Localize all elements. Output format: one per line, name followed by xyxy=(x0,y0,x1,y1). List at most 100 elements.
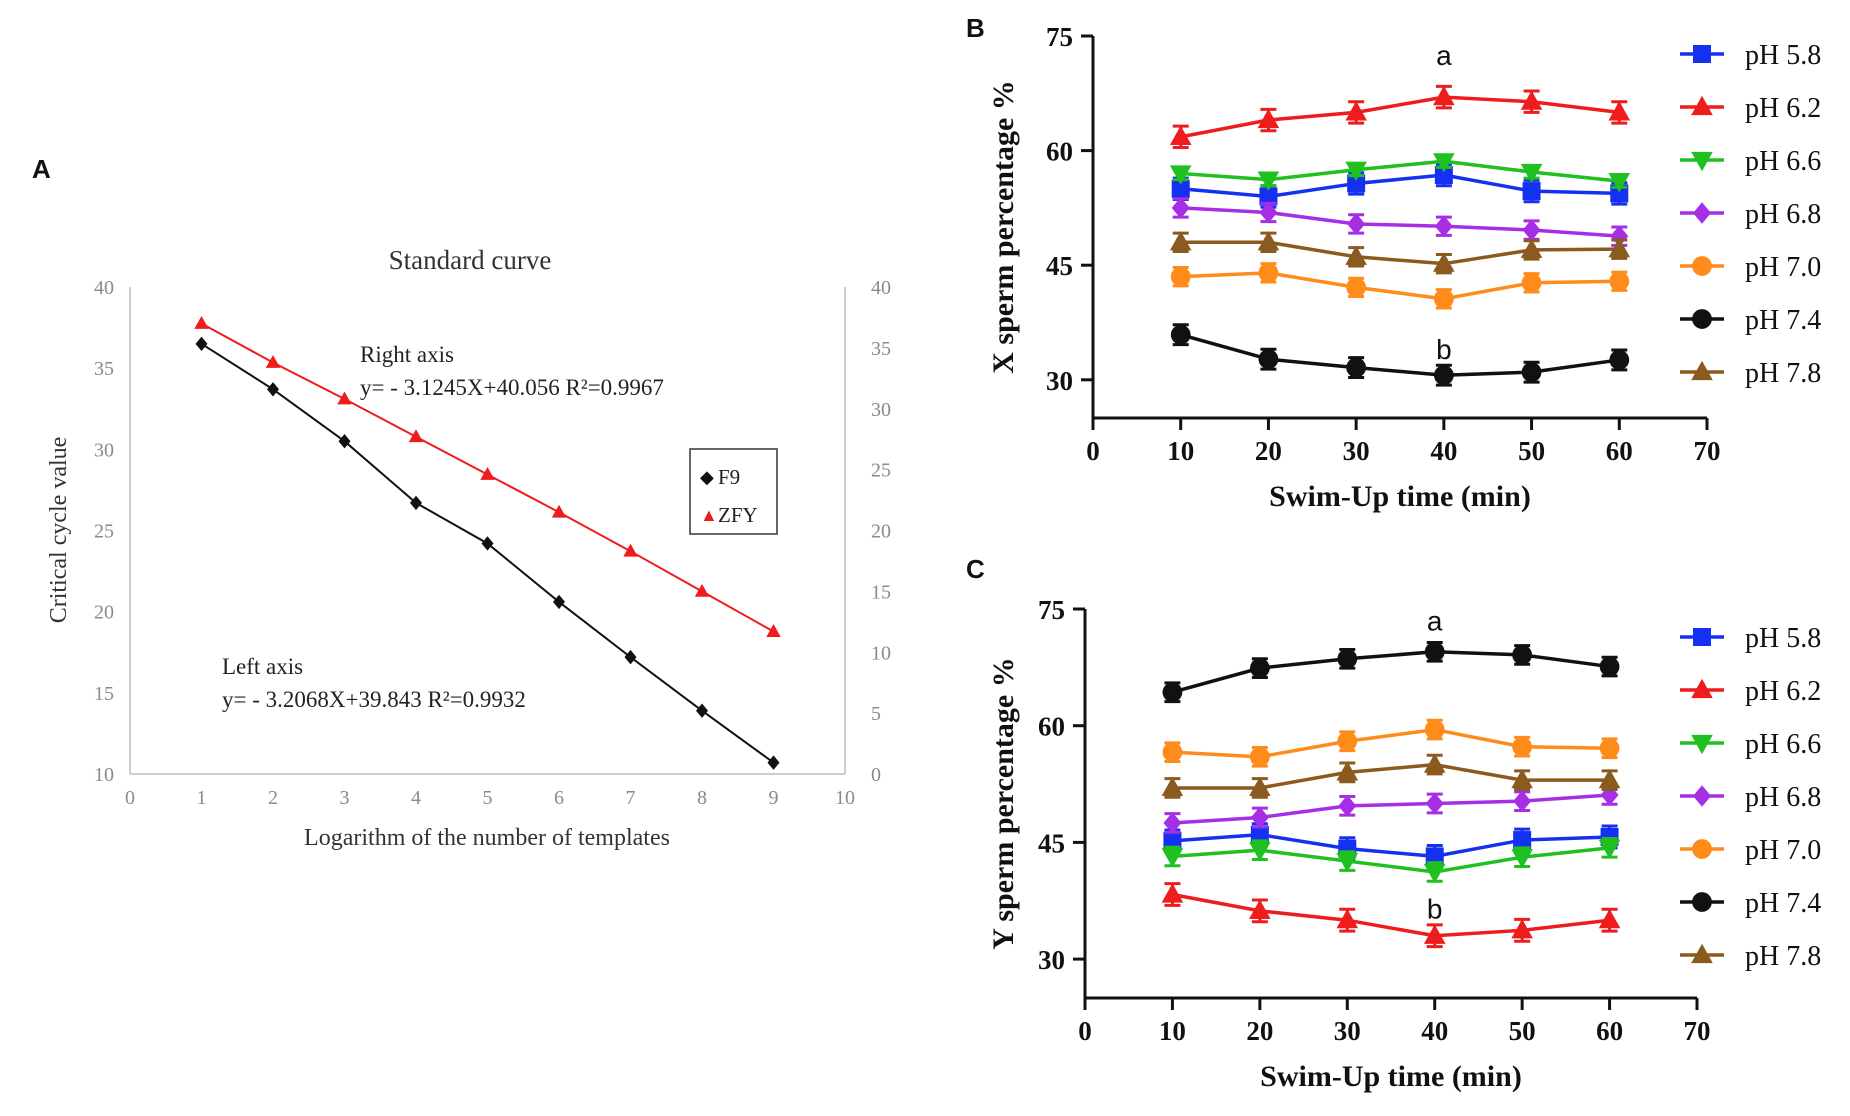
c-series-line-ph-6-2 xyxy=(1172,892,1610,938)
b-point-ph-7-4 xyxy=(1170,324,1191,345)
panel-label-c: C xyxy=(966,554,985,584)
c-series-line-ph-7-4 xyxy=(1171,650,1610,694)
a-left-tick-label: 35 xyxy=(94,358,114,380)
b-series-line-ph-7-8 xyxy=(1180,240,1620,266)
b-x-tick-label: 70 xyxy=(1694,436,1721,466)
c-y-tick-label: 30 xyxy=(1038,945,1065,975)
c-x-axis-label: Swim-Up time (min) xyxy=(1260,1060,1522,1093)
b-legend-label-ph-7-4: pH 7.4 xyxy=(1745,305,1821,336)
a-left-tick-label: 20 xyxy=(94,602,114,624)
c-legend-marker-ph-6-6 xyxy=(1691,734,1713,755)
c-point-ph-5-8 xyxy=(1250,825,1269,844)
b-legend-label-ph-6-6: pH 6.6 xyxy=(1745,146,1821,177)
b-legend-label-ph-7-0: pH 7.0 xyxy=(1745,252,1821,283)
a-point-f9 xyxy=(481,536,494,551)
b-x-tick-label: 30 xyxy=(1343,436,1370,466)
b-point-ph-7-4 xyxy=(1346,357,1367,378)
b-point-ph-6-8 xyxy=(1259,201,1278,224)
b-y-tick-label: 45 xyxy=(1046,251,1073,281)
b-point-ph-5-8 xyxy=(1347,174,1366,193)
c-point-ph-6-2 xyxy=(1336,908,1359,929)
a-x-tick-label: 10 xyxy=(835,787,855,809)
b-point-ph-7-0 xyxy=(1170,266,1191,287)
c-x-tick-label: 0 xyxy=(1078,1016,1092,1046)
b-point-ph-6-6 xyxy=(1608,173,1631,193)
b-annotation-b: b xyxy=(1436,334,1452,365)
c-legend-label-ph-7-8: pH 7.8 xyxy=(1745,941,1821,972)
c-point-ph-6-8 xyxy=(1513,790,1532,812)
b-point-ph-7-8 xyxy=(1608,237,1631,258)
b-x-tick-label: 0 xyxy=(1086,436,1100,466)
b-point-ph-6-8 xyxy=(1434,215,1453,238)
b-y-tick-label: 30 xyxy=(1046,366,1073,396)
c-point-ph-7-0 xyxy=(1512,736,1533,757)
b-series-line-ph-6-2 xyxy=(1180,95,1620,139)
b-legend-label-ph-6-2: pH 6.2 xyxy=(1745,93,1821,124)
c-point-ph-7-4 xyxy=(1337,648,1358,669)
a-point-zfy xyxy=(694,583,710,597)
c-point-ph-6-8 xyxy=(1163,812,1182,834)
a-x-tick-label: 5 xyxy=(483,787,493,809)
a-left-tick-label: 40 xyxy=(94,277,114,299)
panel-label-a: A xyxy=(32,154,51,184)
b-point-ph-6-2 xyxy=(1345,101,1367,121)
a-point-zfy xyxy=(408,429,424,443)
a-point-zfy xyxy=(480,466,495,480)
a-left-axis-equation: y= - 3.2068X+39.843 R²=0.9932 xyxy=(222,687,526,712)
b-x-tick-label: 40 xyxy=(1430,436,1457,466)
b-point-ph-6-6 xyxy=(1433,153,1455,173)
b-point-ph-7-8 xyxy=(1345,245,1367,265)
a-right-tick-label: 0 xyxy=(871,764,881,786)
b-point-ph-5-8 xyxy=(1171,179,1190,198)
b-y-axis-label: X sperm percentage % xyxy=(987,80,1020,374)
c-series-line-ph-7-8 xyxy=(1172,762,1610,790)
c-x-tick-label: 60 xyxy=(1596,1016,1623,1046)
c-point-ph-7-0 xyxy=(1162,742,1183,763)
b-series-line-ph-6-8 xyxy=(1180,206,1620,238)
c-point-ph-7-8 xyxy=(1511,768,1533,789)
b-point-ph-7-0 xyxy=(1433,288,1454,309)
a-point-f9 xyxy=(624,649,637,665)
c-point-ph-6-8 xyxy=(1425,792,1444,815)
c-legend-label-ph-6-6: pH 6.6 xyxy=(1745,729,1821,760)
b-legend-marker-ph-7-0 xyxy=(1692,256,1712,276)
b-point-ph-7-4 xyxy=(1609,350,1630,370)
b-x-tick-label: 60 xyxy=(1606,436,1633,466)
c-point-ph-6-6 xyxy=(1336,852,1359,873)
c-annotation-b: b xyxy=(1427,894,1443,925)
b-x-axis-label: Swim-Up time (min) xyxy=(1269,480,1531,513)
panel-b-x-sperm-chart: 30 45 60 75 0 10 20 30 40 50 60 70 Swim-Up time (min… xyxy=(987,22,1821,513)
c-series-line-ph-5-8 xyxy=(1172,832,1610,859)
b-legend-marker-ph-7-4 xyxy=(1692,309,1712,329)
c-legend-marker-ph-7-0 xyxy=(1692,839,1712,859)
a-x-tick-label: 2 xyxy=(268,787,278,809)
c-legend-marker-ph-6-8 xyxy=(1693,785,1711,807)
c-point-ph-6-2 xyxy=(1249,899,1271,919)
a-left-axis-title: Left axis xyxy=(222,654,303,679)
c-x-tick-label: 10 xyxy=(1159,1016,1186,1046)
c-series-line-ph-6-6 xyxy=(1172,846,1610,874)
c-point-ph-7-4 xyxy=(1424,641,1445,662)
c-point-ph-6-6 xyxy=(1423,863,1446,884)
b-legend-marker-ph-6-6 xyxy=(1691,151,1713,172)
b-point-ph-7-0 xyxy=(1258,262,1279,283)
c-legend-label-ph-7-4: pH 7.4 xyxy=(1745,888,1821,919)
c-legend-marker-ph-5-8 xyxy=(1693,628,1711,646)
a-point-zfy xyxy=(194,316,209,329)
a-left-tick-label: 30 xyxy=(94,439,114,461)
c-point-ph-6-8 xyxy=(1338,795,1357,817)
a-right-tick-label: 20 xyxy=(871,521,891,543)
a-point-f9 xyxy=(195,336,208,352)
c-point-ph-6-2 xyxy=(1598,908,1621,929)
b-point-ph-7-0 xyxy=(1521,272,1542,293)
b-x-tick-label: 20 xyxy=(1255,436,1282,466)
b-point-ph-5-8 xyxy=(1610,184,1629,203)
b-point-ph-5-8 xyxy=(1522,182,1541,201)
b-point-ph-6-6 xyxy=(1169,165,1192,185)
a-right-tick-label: 15 xyxy=(871,581,891,603)
a-y-axis-label: Critical cycle value xyxy=(46,437,72,624)
a-point-zfy xyxy=(337,391,352,405)
a-right-axis-title: Right axis xyxy=(360,342,454,367)
a-left-tick-label: 10 xyxy=(94,764,114,786)
